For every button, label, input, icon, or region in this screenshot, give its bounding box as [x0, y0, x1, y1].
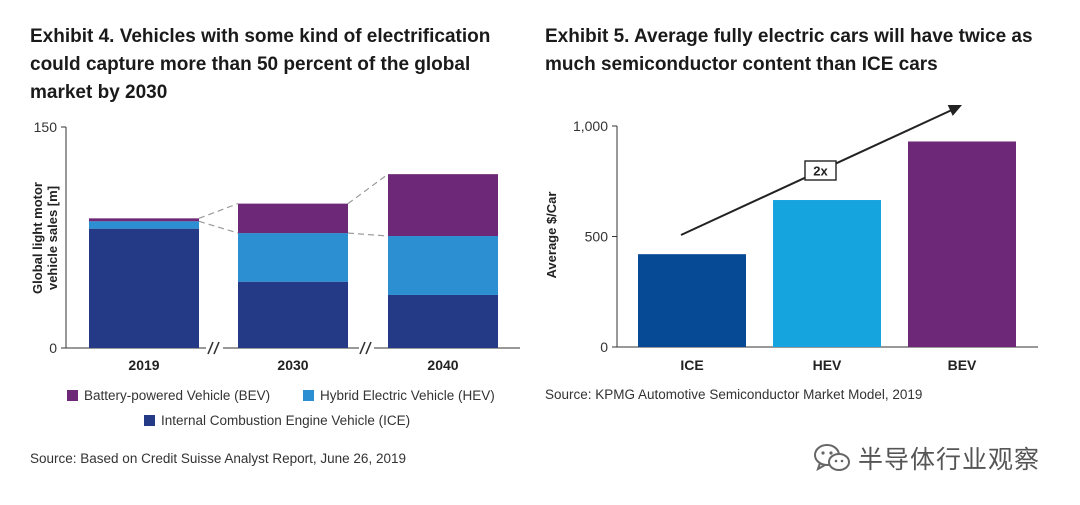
legend-item-hev: Hybrid Electric Vehicle (HEV)	[303, 388, 495, 403]
y-tick-label: 1,000	[573, 118, 608, 134]
connector-line-total	[198, 203, 239, 219]
bar-2040-bev	[388, 174, 498, 237]
x-tick-label: 2019	[128, 357, 159, 373]
trend-arrow-head	[947, 105, 962, 116]
connector-line-total	[347, 173, 389, 205]
legend-label-hev: Hybrid Electric Vehicle (HEV)	[320, 388, 495, 403]
y-axis-label: Global light motorvehicle sales [m]	[30, 182, 60, 294]
annotation-box	[804, 160, 837, 181]
watermark: 半导体行业观察	[812, 440, 1040, 476]
x-tick-label: ICE	[680, 357, 703, 373]
axis-break-mark	[213, 341, 220, 355]
bar-bev	[908, 141, 1016, 347]
axis-break-mark	[365, 341, 372, 355]
chart-semiconductor-content: 0 500 1,000 Average $/Car ICE HEV BEV 2x	[544, 105, 1038, 373]
annotation-label: 2x	[813, 164, 828, 179]
bar-2030-bev	[238, 203, 348, 234]
bar-2030-ice	[238, 281, 348, 348]
legend-item-bev: Battery-powered Vehicle (BEV)	[67, 388, 270, 403]
axis-break-mark	[207, 341, 214, 355]
y-tick-label: 150	[34, 119, 58, 135]
bar-2019-ice	[89, 228, 199, 348]
bar-2030-hev	[238, 233, 348, 282]
x-tick-label: BEV	[948, 357, 977, 373]
axis-break-mark	[359, 341, 366, 355]
x-tick-label: 2030	[277, 357, 308, 373]
legend-swatch-bev	[67, 390, 78, 401]
x-tick-label: HEV	[813, 357, 842, 373]
legend-swatch-hev	[303, 390, 314, 401]
y-axis-label: Average $/Car	[544, 192, 559, 279]
legend-item-ice: Internal Combustion Engine Vehicle (ICE)	[144, 413, 410, 428]
bar-2040-ice	[388, 294, 498, 348]
y-tick-label: 0	[49, 340, 57, 356]
exhibit5-title: Exhibit 5. Average fully electric cars w…	[545, 26, 1033, 75]
bar-2019-hev	[89, 221, 199, 229]
y-axis-label-line1: Global light motor	[30, 182, 45, 294]
exhibit4-source: Source: Based on Credit Suisse Analyst R…	[30, 451, 406, 466]
chart-vehicle-sales: 0 150 Global light motorvehicle sales [m] 2…	[30, 119, 520, 373]
y-tick-label: 0	[600, 339, 608, 355]
bar-ice	[638, 254, 746, 347]
wechat-icon	[814, 444, 850, 472]
exhibit5-source: Source: KPMG Automotive Semiconductor Ma…	[545, 387, 923, 402]
bar-2019-bev	[89, 218, 199, 222]
watermark-text: 半导体行业观察	[858, 446, 1041, 474]
connector-line-ev	[347, 232, 389, 237]
legend-swatch-ice	[144, 415, 155, 426]
legend-label-bev: Battery-powered Vehicle (BEV)	[84, 388, 271, 403]
y-tick-label: 500	[585, 229, 609, 245]
exhibit4-title: Exhibit 4. Vehicles with some kind of el…	[30, 26, 491, 103]
legend-label-ice: Internal Combustion Engine Vehicle (ICE)	[161, 413, 411, 428]
x-tick-label: 2040	[427, 357, 458, 373]
bar-hev	[773, 200, 881, 347]
bar-2040-hev	[388, 236, 498, 295]
y-axis-label-line2: vehicle sales [m]	[45, 186, 60, 290]
connector-line-ev	[198, 220, 239, 234]
